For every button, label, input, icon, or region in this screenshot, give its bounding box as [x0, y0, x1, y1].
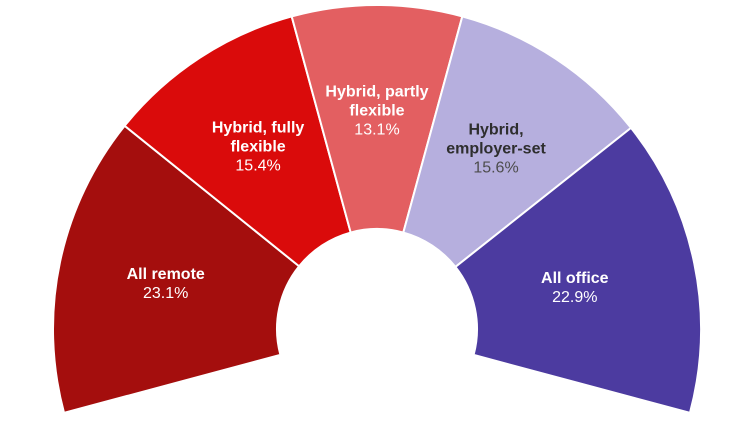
pie-segment-hybrid-fully-flexible: [123, 15, 352, 268]
pie-segment-hybrid-partly-flexible: [290, 3, 464, 234]
pie-segment-all-remote: [52, 124, 301, 414]
pie-segment-hybrid-employer-set: [402, 15, 633, 268]
pie-segment-all-office: [454, 126, 702, 414]
